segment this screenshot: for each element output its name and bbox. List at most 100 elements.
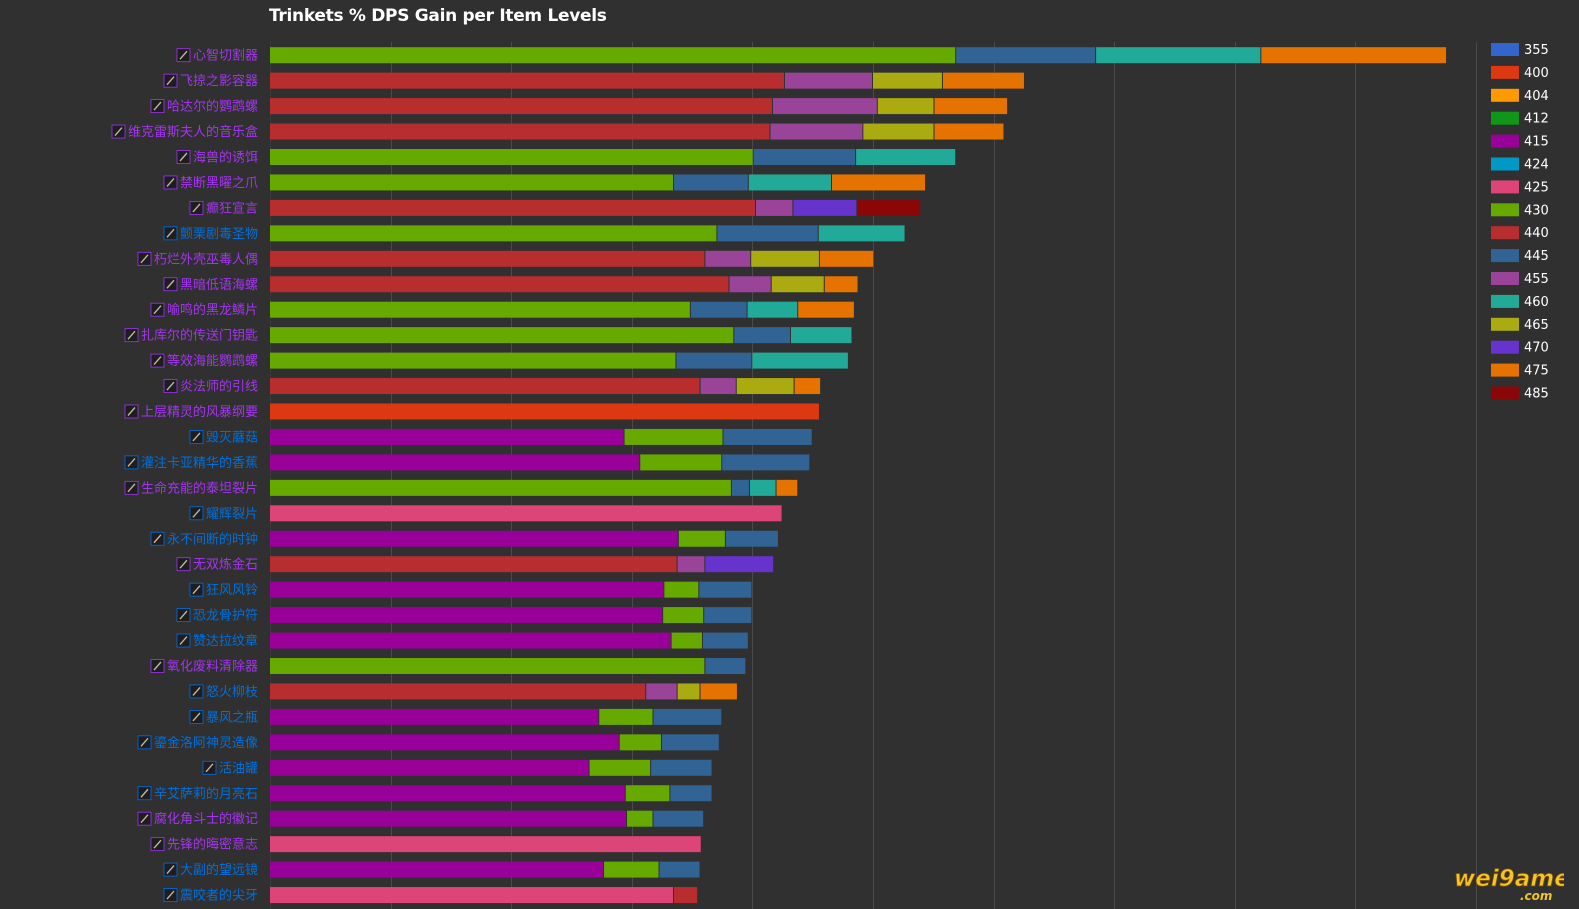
bar-segment xyxy=(877,98,934,115)
bar-segment xyxy=(619,734,661,751)
row-label: 灌注卡亚精华的香蕉 xyxy=(141,455,258,471)
bar-segment xyxy=(678,530,725,547)
item-icon-glyph xyxy=(153,101,162,111)
item-icon-glyph xyxy=(166,76,175,86)
bar-segment xyxy=(756,199,793,216)
bar-segment xyxy=(717,225,818,242)
row-label-group: 海兽的诱饵 xyxy=(176,150,258,166)
row-label-group: 大副的望远镜 xyxy=(163,862,258,878)
row-label: 朽烂外壳巫毒人偶 xyxy=(154,252,258,267)
item-icon-glyph xyxy=(179,152,188,162)
bar-segment xyxy=(700,683,737,700)
bar-segment xyxy=(270,479,731,496)
bar-segment xyxy=(725,530,778,547)
legend-label: 412 xyxy=(1524,112,1549,127)
row-label: 赞达拉纹章 xyxy=(193,633,258,649)
svg-text:wei9amer: wei9amer xyxy=(1454,866,1564,892)
row-label-group: 耀辉裂片 xyxy=(189,506,258,522)
legend-label: 430 xyxy=(1524,203,1549,218)
item-icon-glyph xyxy=(192,432,201,442)
legend-label: 425 xyxy=(1524,180,1549,195)
bar-segment xyxy=(873,72,942,89)
item-icon-glyph xyxy=(179,636,188,646)
bar-segment xyxy=(270,149,753,165)
bar-segment xyxy=(676,352,752,369)
row-label-group: 等效海能鹦鹉螺 xyxy=(150,353,258,369)
bar-segment xyxy=(270,607,663,624)
row-label: 无双炼金石 xyxy=(193,557,258,573)
item-icon-glyph xyxy=(166,890,175,900)
bar-segment xyxy=(753,149,856,165)
legend-label: 485 xyxy=(1524,387,1549,402)
bar-segment xyxy=(729,276,771,293)
bar-segment xyxy=(671,632,702,649)
row-label: 扎库尔的传送门钥匙 xyxy=(141,328,258,344)
bar-segment xyxy=(702,632,748,649)
row-label: 癫狂宣言 xyxy=(206,200,258,216)
legend-swatch xyxy=(1491,203,1519,217)
item-icon-glyph xyxy=(114,127,123,137)
bar-segment xyxy=(934,98,1008,115)
bar-segment xyxy=(599,708,653,725)
legend-swatch xyxy=(1491,180,1519,194)
bar-segment xyxy=(270,47,956,64)
bar-segment xyxy=(674,887,698,904)
item-icon-glyph xyxy=(179,559,188,569)
row-label-group: 哈达尔的鹦鹉螺 xyxy=(150,99,258,115)
row-label-group: 活油罐 xyxy=(202,760,258,776)
row-label: 飞掠之影容器 xyxy=(180,73,258,89)
row-label-group: 狂风风铃 xyxy=(189,582,258,598)
item-icon-glyph xyxy=(192,203,201,213)
row-label-group: 暴风之瓶 xyxy=(189,710,258,725)
row-label: 先锋的晦密意志 xyxy=(167,837,258,853)
item-icon-glyph xyxy=(153,356,162,366)
bar-segment xyxy=(670,785,712,802)
bar-segment xyxy=(674,174,748,191)
item-icon-glyph xyxy=(127,457,136,467)
bar-segment xyxy=(831,174,926,191)
row-label: 炎法师的引线 xyxy=(180,379,258,395)
bar-segment xyxy=(270,505,782,522)
bar-segment xyxy=(651,759,712,776)
legend-swatch xyxy=(1491,340,1519,354)
legend-label: 460 xyxy=(1524,295,1549,310)
row-label-group: 禁断黑曜之爪 xyxy=(163,175,258,191)
row-label: 怒火柳枝 xyxy=(206,685,258,700)
item-icon-glyph xyxy=(205,763,214,773)
row-label: 大副的望远镜 xyxy=(180,862,258,878)
bar-segment xyxy=(771,276,824,293)
legend-label: 400 xyxy=(1524,66,1549,81)
item-icon-glyph xyxy=(153,661,162,671)
bar-segment xyxy=(661,734,719,751)
legend-label: 470 xyxy=(1524,341,1549,356)
bar-segment xyxy=(790,327,852,344)
bar-segment xyxy=(819,250,874,267)
row-label: 喻鸣的黑龙鳞片 xyxy=(167,302,258,318)
legend-swatch xyxy=(1491,111,1519,125)
bar-segment xyxy=(798,301,854,318)
row-label-group: 先锋的晦密意志 xyxy=(150,837,258,853)
bar-segment xyxy=(270,708,599,725)
bar-segment xyxy=(270,861,604,878)
bar-segment xyxy=(736,378,794,395)
row-label: 上层精灵的风暴纲要 xyxy=(141,404,258,420)
row-label-group: 无双炼金石 xyxy=(176,557,258,573)
item-icon-glyph xyxy=(166,228,175,238)
item-icon-glyph xyxy=(127,407,136,416)
bar-segment xyxy=(677,556,705,573)
legend-swatch xyxy=(1491,88,1519,102)
bar-segment xyxy=(270,887,674,904)
bar-segment xyxy=(664,581,699,598)
bar-segment xyxy=(705,658,746,674)
row-label-group: 上层精灵的风暴纲要 xyxy=(124,404,258,420)
row-label: 氧化废料清除器 xyxy=(167,659,258,675)
bar-segment xyxy=(270,352,676,369)
item-icon-glyph xyxy=(153,534,162,544)
bar-segment xyxy=(699,581,752,598)
legend-swatch xyxy=(1491,386,1519,400)
bar-segment xyxy=(270,683,646,700)
bar-segment xyxy=(270,98,772,115)
item-icon-glyph xyxy=(192,686,201,696)
legend-swatch xyxy=(1491,249,1519,263)
